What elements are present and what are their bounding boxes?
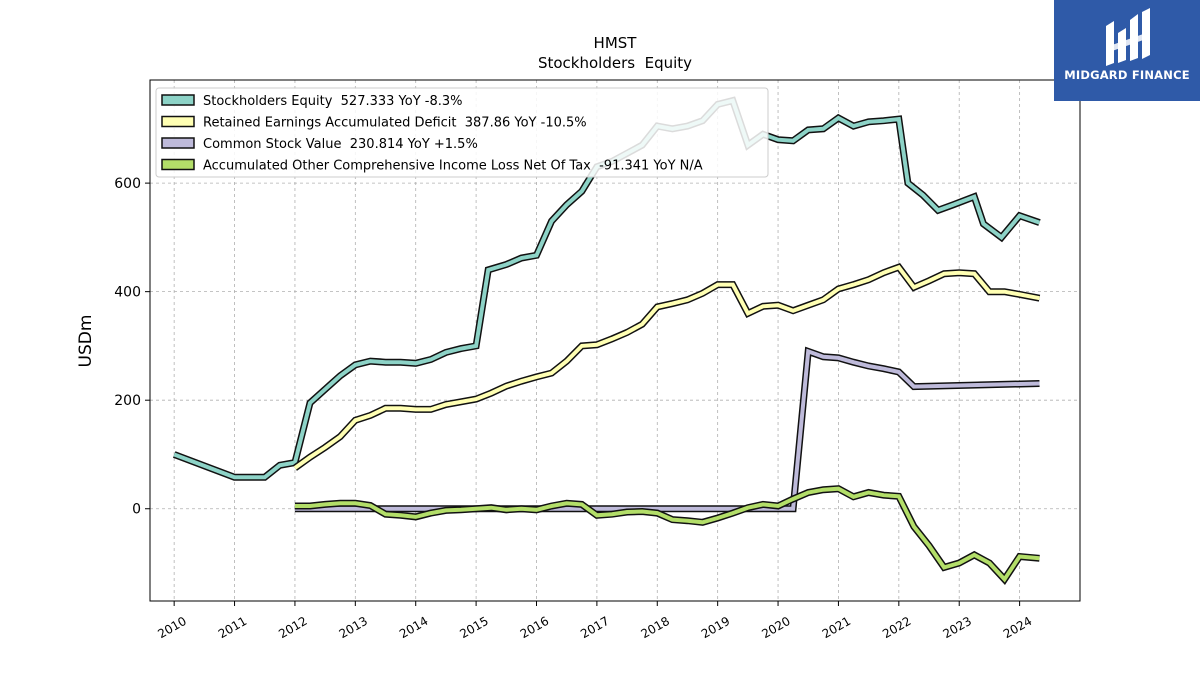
x-tick-label: 2018 — [639, 614, 672, 641]
x-tick-label: 2013 — [337, 614, 370, 641]
series-outline-1 — [292, 263, 1041, 471]
logo-text: MIDGARD FINANCE — [1064, 68, 1190, 82]
x-tick-label: 2023 — [940, 614, 973, 641]
legend-box — [155, 87, 769, 178]
legend-swatch-2 — [161, 137, 195, 149]
series-outline-2 — [294, 346, 1040, 513]
legend-label-2: Common Stock Value 230.814 YoY +1.5% — [203, 137, 478, 152]
legend-label-0: Stockholders Equity 527.333 YoY -8.3% — [203, 94, 463, 109]
series-outline-3 — [294, 485, 1040, 585]
legend: Stockholders Equity 527.333 YoY -8.3% Ret… — [155, 87, 769, 178]
x-tick-label: 2020 — [759, 614, 792, 641]
x-tick-label: 2022 — [880, 614, 913, 641]
x-tick-label: 2019 — [699, 614, 732, 641]
x-tick-label: 2017 — [578, 614, 611, 641]
x-tick-label: 2014 — [397, 614, 430, 641]
x-tick-label: 2011 — [216, 614, 249, 641]
x-tick-label: 2012 — [276, 614, 309, 641]
legend-swatch-1 — [161, 115, 195, 128]
y-tick-label: 0 — [132, 502, 141, 518]
y-tick-label: 400 — [114, 285, 141, 301]
x-tick-label: 2010 — [155, 614, 188, 641]
x-tick-label: 2024 — [1001, 614, 1034, 641]
series-line-2 — [294, 348, 1040, 511]
series-line-1 — [293, 264, 1040, 470]
chart-title: HMST — [594, 34, 638, 52]
brand-logo: MIDGARD FINANCE — [1054, 0, 1200, 101]
y-tick-label: 600 — [114, 176, 141, 192]
x-tick-label: 2016 — [518, 614, 551, 641]
series-line-3 — [294, 486, 1040, 583]
legend-label-1: Retained Earnings Accumulated Deficit 38… — [203, 116, 587, 131]
y-axis-label: USDm — [76, 315, 96, 368]
y-tick-label: 200 — [114, 393, 141, 409]
legend-swatch-3 — [161, 158, 195, 171]
legend-label-3: Accumulated Other Comprehensive Income L… — [203, 159, 703, 174]
chart-subtitle: Stockholders Equity — [538, 54, 692, 72]
plot-frame — [149, 79, 1081, 602]
legend-swatch-0 — [161, 94, 195, 106]
x-tick-label: 2021 — [820, 614, 853, 641]
logo-mark-icon — [1106, 8, 1150, 66]
x-tick-label: 2015 — [457, 614, 490, 641]
